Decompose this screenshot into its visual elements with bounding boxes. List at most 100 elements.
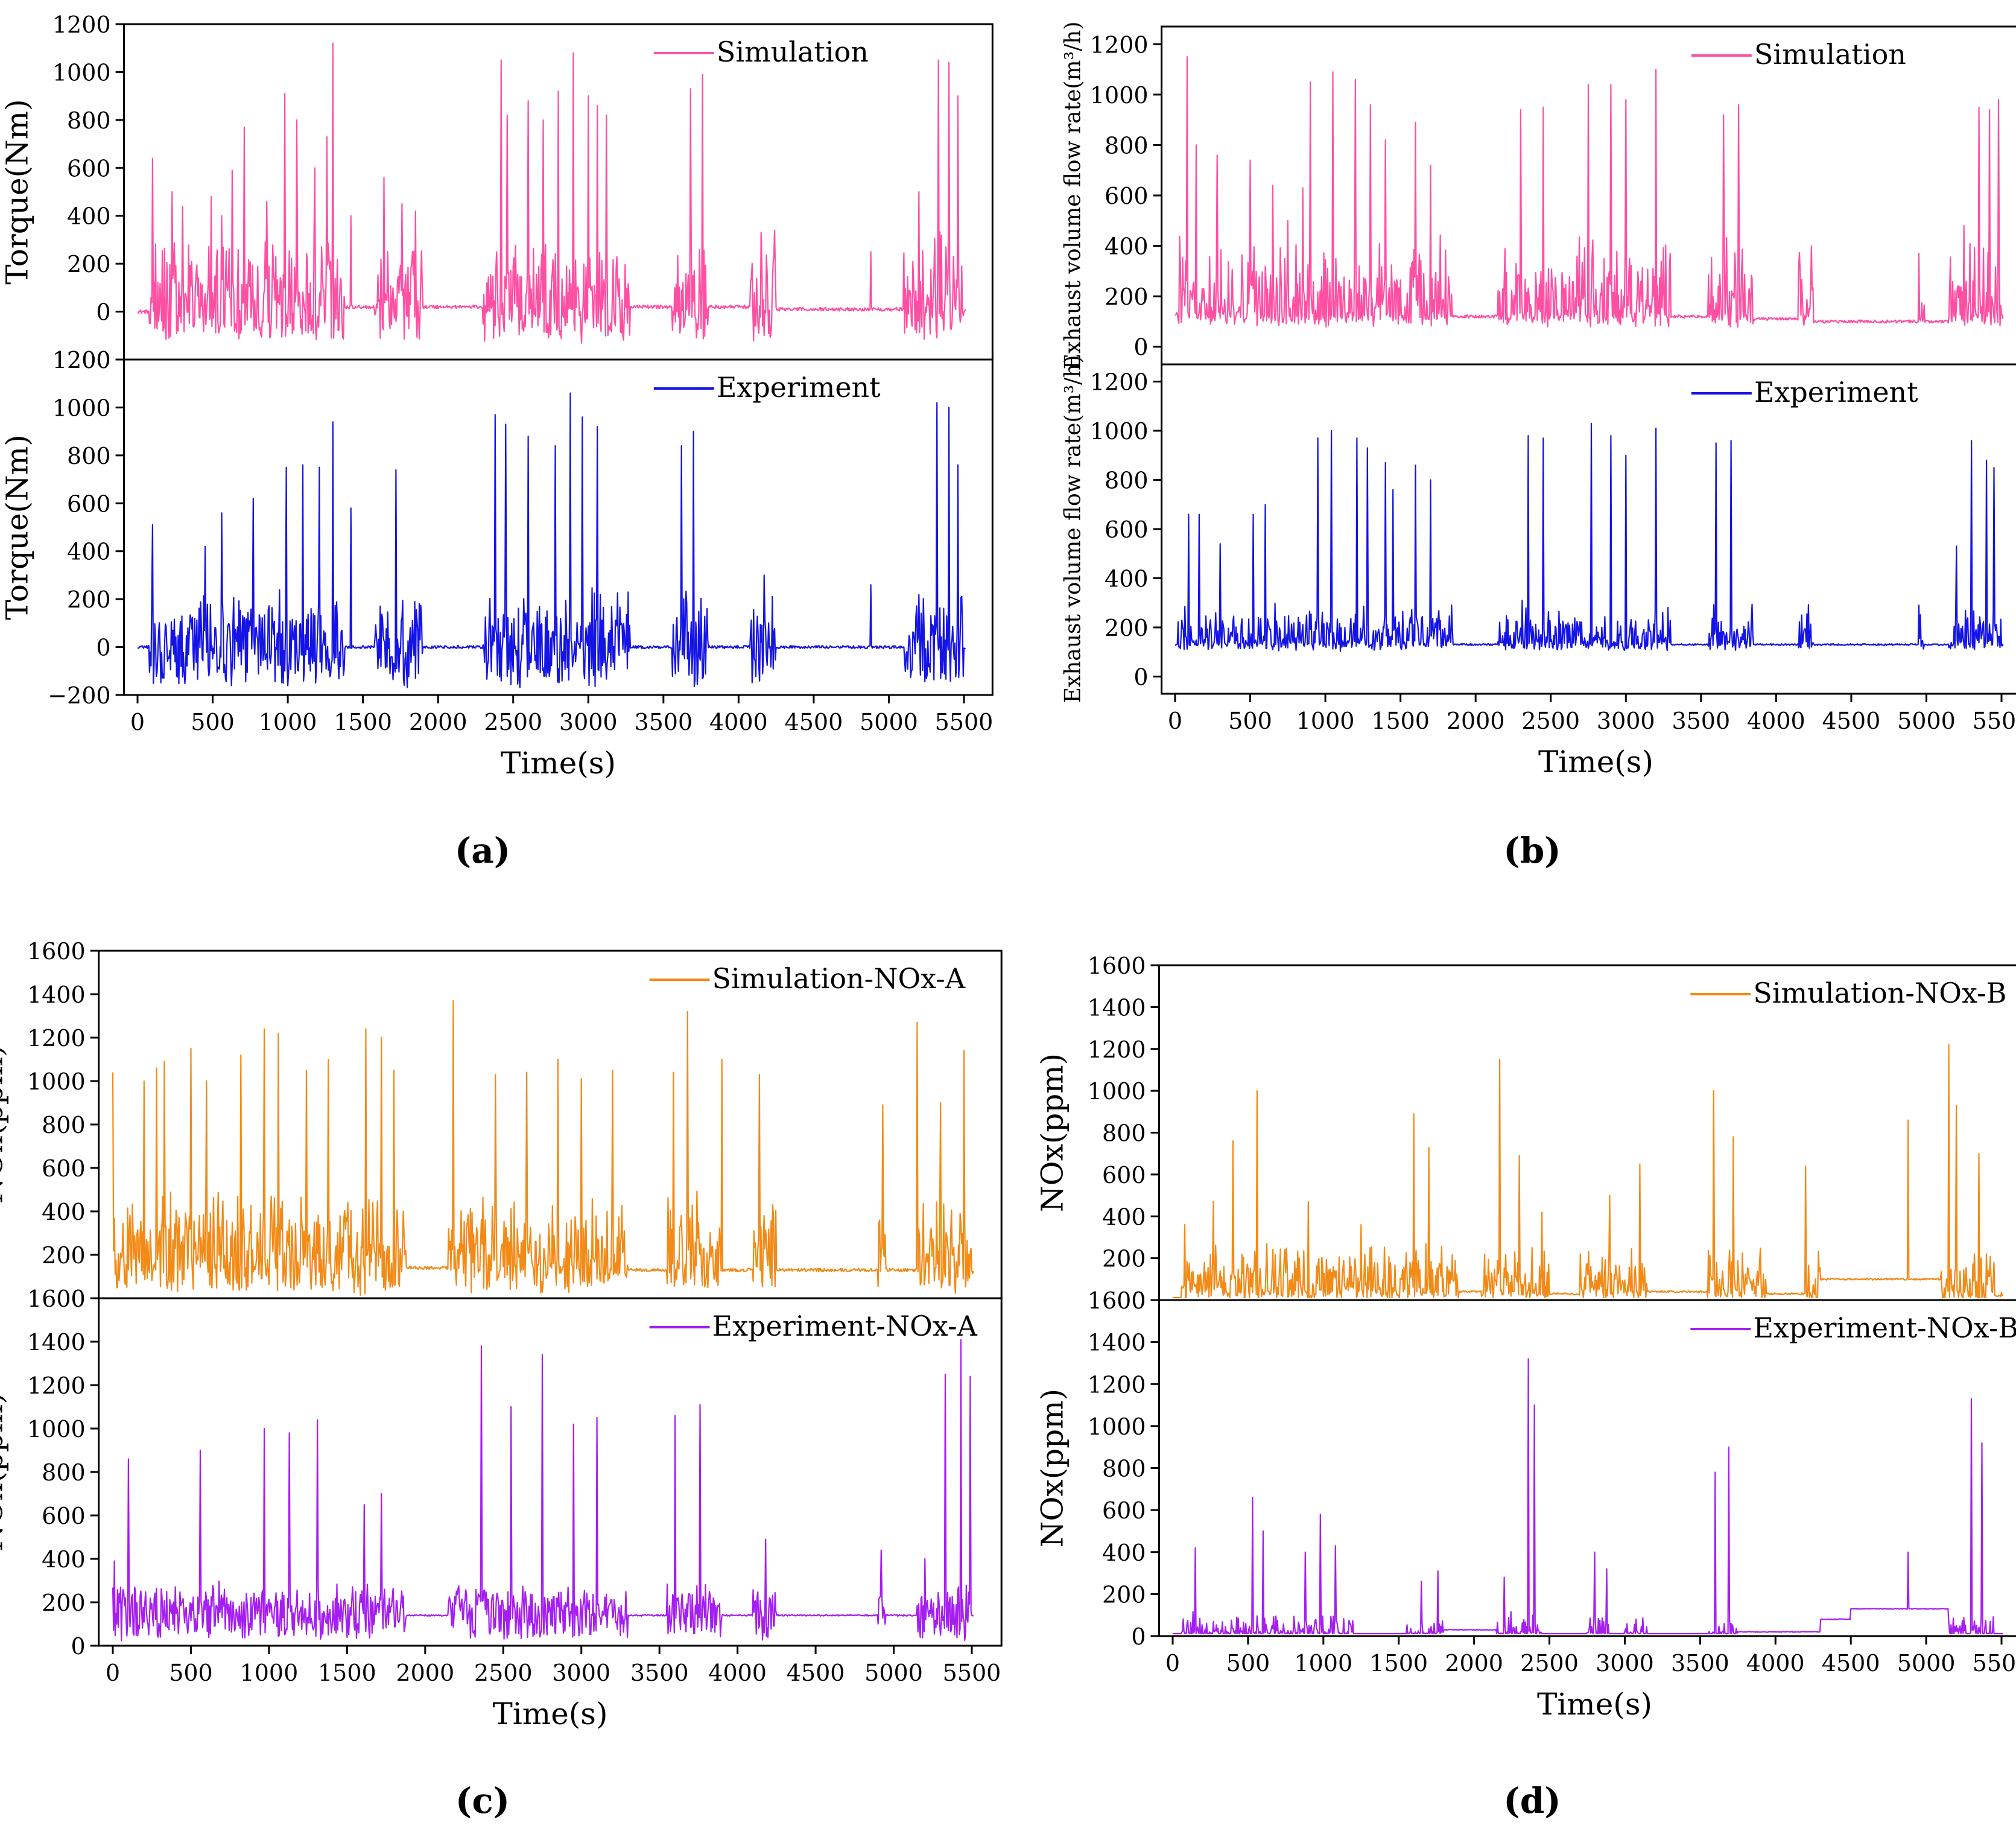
data-line-experiment — [1174, 422, 2004, 652]
data-line-simulation — [1174, 56, 2004, 328]
legend-label: Simulation — [717, 36, 869, 68]
y-tick-label: 0 — [71, 1286, 86, 1312]
x-tick-label: 3000 — [1596, 1650, 1654, 1676]
x-tick-label: 0 — [1165, 1650, 1180, 1676]
y-tick-label: 200 — [42, 1590, 86, 1616]
x-tick-label: 4500 — [1822, 1650, 1880, 1676]
x-tick-label: 2000 — [396, 1660, 454, 1686]
chart-c: 0 200 400 600 800 1000 1200 1400 1600 NOx(ppm) Sim… — [0, 938, 1003, 1821]
data-line-experiment-nox-a — [112, 1339, 974, 1642]
y-tick-label: −200 — [48, 682, 110, 709]
y-tick-label: 1000 — [52, 395, 111, 421]
y-tick-label: 1000 — [1090, 82, 1149, 109]
y-tick-label: 1400 — [1088, 994, 1146, 1021]
y-tick-label: 1000 — [1090, 418, 1149, 445]
y-tick-label: 1000 — [27, 1068, 86, 1095]
x-tick-label: 500 — [1226, 1650, 1270, 1676]
y-axis-label: NOx(ppm) — [1035, 1389, 1070, 1547]
y-tick-label: 200 — [1105, 284, 1149, 310]
y-tick-label: 200 — [67, 251, 111, 278]
caption: (a) — [455, 830, 510, 871]
y-tick-label: 800 — [1102, 1456, 1146, 1482]
y-tick-label: 0 — [71, 1633, 86, 1660]
caption: (d) — [1503, 1780, 1561, 1821]
y-axis-label: Exhaust volume flow rate(m³/h) — [1061, 355, 1086, 703]
legend-label: Experiment-NOx-B — [1753, 1312, 2016, 1344]
x-tick-label: 4000 — [709, 709, 768, 735]
y-tick-label: 1000 — [27, 1416, 86, 1442]
y-tick-label: 1200 — [52, 11, 111, 38]
x-tick-label: 3500 — [630, 1660, 689, 1686]
y-tick-label: 1000 — [52, 59, 111, 86]
data-line-simulation — [137, 42, 966, 344]
legend-label: Simulation — [1754, 38, 1906, 71]
y-tick-label: 1600 — [1088, 953, 1146, 979]
y-tick-label: 600 — [1105, 183, 1149, 209]
x-tick-label: 2500 — [1521, 708, 1580, 734]
y-tick-label: 200 — [42, 1242, 86, 1269]
legend-label: Experiment-NOx-A — [712, 1310, 978, 1342]
y-tick-label: 400 — [1102, 1204, 1146, 1230]
x-tick-label: 500 — [169, 1660, 213, 1686]
x-tick-label: 5000 — [864, 1660, 923, 1686]
panel-c-1: 0 200 400 600 800 1000 1200 1400 1600 NOx(ppm) Sim… — [0, 938, 1003, 1312]
x-tick-label: 5500 — [935, 709, 994, 735]
x-tick-label: 3500 — [1671, 1650, 1729, 1676]
y-axis-label: NOx(ppm) — [0, 1045, 10, 1204]
y-tick-label: 1400 — [27, 982, 86, 1008]
x-tick-label: 4000 — [1747, 708, 1805, 734]
data-line-simulation-nox-b — [1173, 1044, 2003, 1299]
y-axis-label: Torque(Nm) — [0, 99, 35, 284]
y-tick-label: 0 — [1133, 334, 1148, 361]
x-tick-label: 1000 — [259, 709, 317, 735]
y-tick-label: 600 — [67, 155, 111, 182]
x-tick-label: 5000 — [1897, 708, 1956, 734]
y-tick-label: 400 — [67, 203, 111, 230]
plot-frame — [98, 1297, 1003, 1647]
y-tick-label: 400 — [1105, 233, 1149, 260]
y-tick-label: 200 — [1105, 615, 1149, 641]
panel-d-1: 0 200 400 600 800 1000 1200 1400 1600 NOx(ppm) Sim… — [1035, 953, 2016, 1314]
y-tick-label: 400 — [67, 539, 111, 565]
chart-a: 1200 0 200 400 600 800 1000 1200 Torque(Nm) Simul… — [0, 11, 994, 871]
x-axis-label: Time(s) — [501, 746, 616, 781]
legend-label: Experiment — [1754, 376, 1918, 408]
x-tick-label: 1500 — [334, 709, 392, 735]
legend-label: Simulation-NOx-B — [1753, 977, 2006, 1009]
y-tick-label: 0 — [96, 635, 110, 661]
x-tick-label: 2500 — [1520, 1650, 1579, 1676]
y-tick-label: 800 — [67, 107, 111, 134]
x-tick-label: 5500 — [1973, 1650, 2016, 1676]
y-tick-label: 800 — [67, 443, 111, 469]
y-tick-label: 800 — [1105, 132, 1149, 159]
y-tick-label: 400 — [1102, 1540, 1146, 1566]
panel-c-2: 0 200 400 600 800 1000 1200 1400 1600 NOx(ppm) Exp… — [0, 1286, 1003, 1660]
x-tick-label: 3000 — [559, 709, 618, 735]
x-tick-label: 5000 — [860, 709, 918, 735]
data-line-simulation-nox-a — [112, 1000, 974, 1296]
x-tick-label: 1000 — [1296, 708, 1355, 734]
panel-d-2: 0 200 400 600 800 1000 1200 1400 1600 NOx(ppm) Exp… — [1035, 1287, 2016, 1650]
y-tick-label: 600 — [1105, 516, 1149, 543]
x-tick-label: 5500 — [1973, 708, 2016, 734]
y-tick-label: 1200 — [27, 1372, 86, 1399]
y-tick-label: 800 — [1105, 468, 1149, 494]
y-tick-label: 1600 — [27, 1286, 86, 1312]
y-tick-label: 1200 — [27, 1025, 86, 1052]
x-tick-label: 500 — [1228, 708, 1272, 734]
x-tick-label: 2000 — [1445, 1650, 1503, 1676]
data-line-experiment — [137, 392, 966, 688]
y-tick-label: 1200 — [1090, 369, 1149, 396]
y-tick-label: 1200 — [52, 347, 111, 373]
y-tick-label: 600 — [42, 1503, 86, 1529]
y-axis-label: NOx(ppm) — [1035, 1053, 1070, 1212]
x-tick-label: 0 — [130, 709, 145, 735]
legend-label: Simulation-NOx-A — [712, 962, 966, 995]
x-tick-label: 4500 — [1822, 708, 1881, 734]
caption: (c) — [455, 1780, 510, 1821]
y-tick-label: 200 — [1102, 1581, 1146, 1608]
